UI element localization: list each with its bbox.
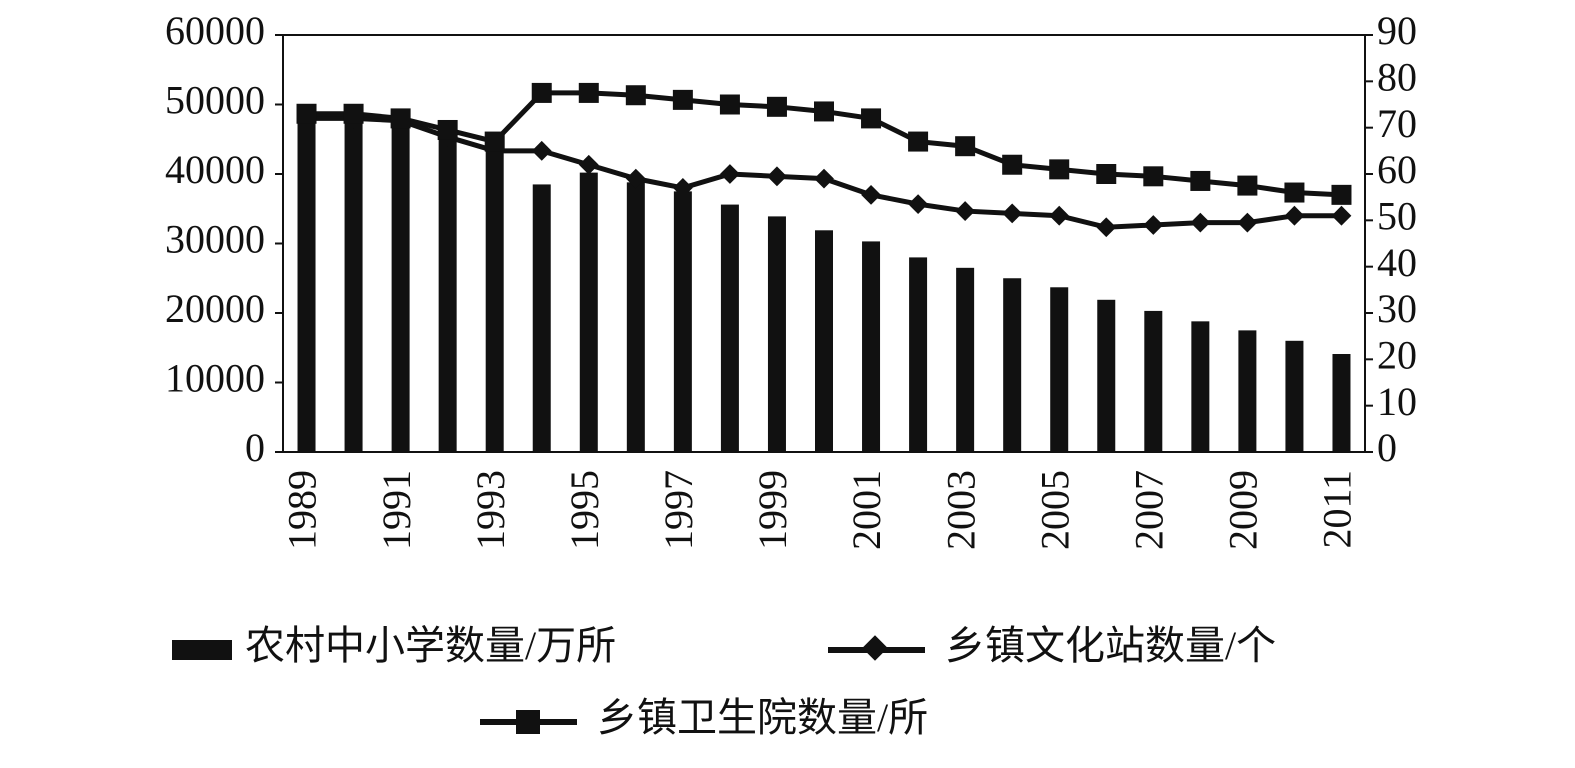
legend-swatch [172, 640, 232, 660]
marker [814, 168, 834, 189]
y-tick-label: 10000 [165, 356, 265, 401]
y2-tick-label: 60 [1377, 147, 1417, 192]
y-tick-label: 20000 [165, 286, 265, 331]
x-tick-label: 1995 [562, 470, 607, 550]
legend-marker [516, 710, 540, 734]
marker [1049, 205, 1070, 226]
marker [861, 108, 882, 129]
bar [720, 204, 739, 452]
x-tick-label: 2005 [1032, 470, 1077, 550]
bar [815, 230, 833, 452]
bar [1191, 321, 1210, 452]
marker [1002, 154, 1023, 175]
marker [1049, 159, 1070, 180]
legend-label: 乡镇文化站数量/个 [945, 623, 1276, 668]
bar [1238, 330, 1257, 452]
marker [672, 89, 693, 110]
y-tick-label: 50000 [165, 78, 265, 123]
marker [296, 103, 317, 124]
marker [625, 85, 646, 106]
bar [579, 172, 598, 453]
marker [720, 164, 740, 184]
marker [1143, 215, 1164, 235]
marker [578, 154, 599, 175]
legend-marker [862, 635, 888, 661]
bar [297, 111, 316, 452]
marker [1190, 212, 1211, 233]
bar [391, 121, 410, 452]
x-tick-label: 2001 [844, 470, 889, 550]
marker [343, 103, 364, 124]
x-tick-label: 1993 [468, 470, 513, 550]
marker [531, 82, 552, 103]
bar [532, 184, 551, 453]
marker [1331, 205, 1352, 226]
bar [909, 257, 928, 452]
marker [861, 184, 881, 205]
x-tick-label: 2003 [938, 470, 983, 550]
marker [390, 108, 411, 129]
y2-tick-label: 40 [1377, 240, 1417, 285]
bar [956, 267, 975, 452]
marker [1190, 170, 1211, 191]
y2-tick-label: 30 [1377, 286, 1417, 331]
marker [531, 140, 552, 161]
bar [438, 135, 457, 452]
bar [1332, 354, 1351, 452]
bar [1097, 299, 1116, 452]
x-tick-label: 1991 [374, 470, 419, 550]
bar [673, 191, 692, 452]
x-tick-label: 1999 [750, 470, 795, 550]
y2-tick-label: 50 [1377, 194, 1417, 239]
legend: 农村中小学数量/万所 乡镇文化站数量/个 乡镇卫生院数量/所 [172, 623, 1276, 740]
marker [1284, 205, 1305, 226]
marker [1284, 182, 1305, 203]
marker [1096, 164, 1117, 184]
marker [1002, 203, 1023, 224]
y2-tick-label: 20 [1377, 333, 1417, 378]
marker [1331, 184, 1352, 205]
y2-tick-label: 70 [1377, 101, 1417, 146]
x-tick-label: 2009 [1221, 470, 1266, 550]
y-tick-label: 30000 [165, 217, 265, 262]
bar [1050, 287, 1069, 452]
marker [955, 136, 976, 157]
y2-tick-label: 80 [1377, 55, 1417, 100]
y2-tick-label: 10 [1377, 379, 1417, 424]
marker [767, 166, 787, 187]
legend-label: 乡镇卫生院数量/所 [597, 695, 928, 740]
marker [814, 101, 834, 122]
y-tick-label: 0 [245, 425, 265, 470]
marker [955, 201, 976, 221]
bar [1003, 278, 1022, 452]
marker [1143, 166, 1164, 187]
marker [1237, 212, 1258, 233]
y-tick-label: 40000 [165, 147, 265, 192]
marker [908, 131, 929, 152]
marker [578, 82, 599, 103]
bar [1285, 340, 1304, 452]
bar [626, 182, 645, 452]
marker [1237, 175, 1258, 196]
marker [484, 131, 505, 152]
x-tick-label: 2007 [1126, 470, 1171, 550]
bar [1144, 310, 1163, 452]
marker [719, 94, 740, 115]
bar [862, 241, 881, 452]
marker [1096, 217, 1117, 238]
legend-label: 农村中小学数量/万所 [245, 623, 616, 668]
bar [767, 216, 786, 452]
x-tick-label: 1997 [656, 470, 701, 550]
x-tick-label: 2011 [1315, 470, 1360, 549]
y2-tick-label: 90 [1377, 8, 1417, 53]
bar [485, 149, 504, 453]
x-tick-label: 1989 [280, 470, 325, 550]
bar [344, 114, 363, 453]
marker [908, 194, 928, 215]
y2-tick-label: 0 [1377, 425, 1397, 470]
y-tick-label: 60000 [165, 8, 265, 53]
marker [766, 96, 787, 117]
marker [437, 119, 458, 140]
